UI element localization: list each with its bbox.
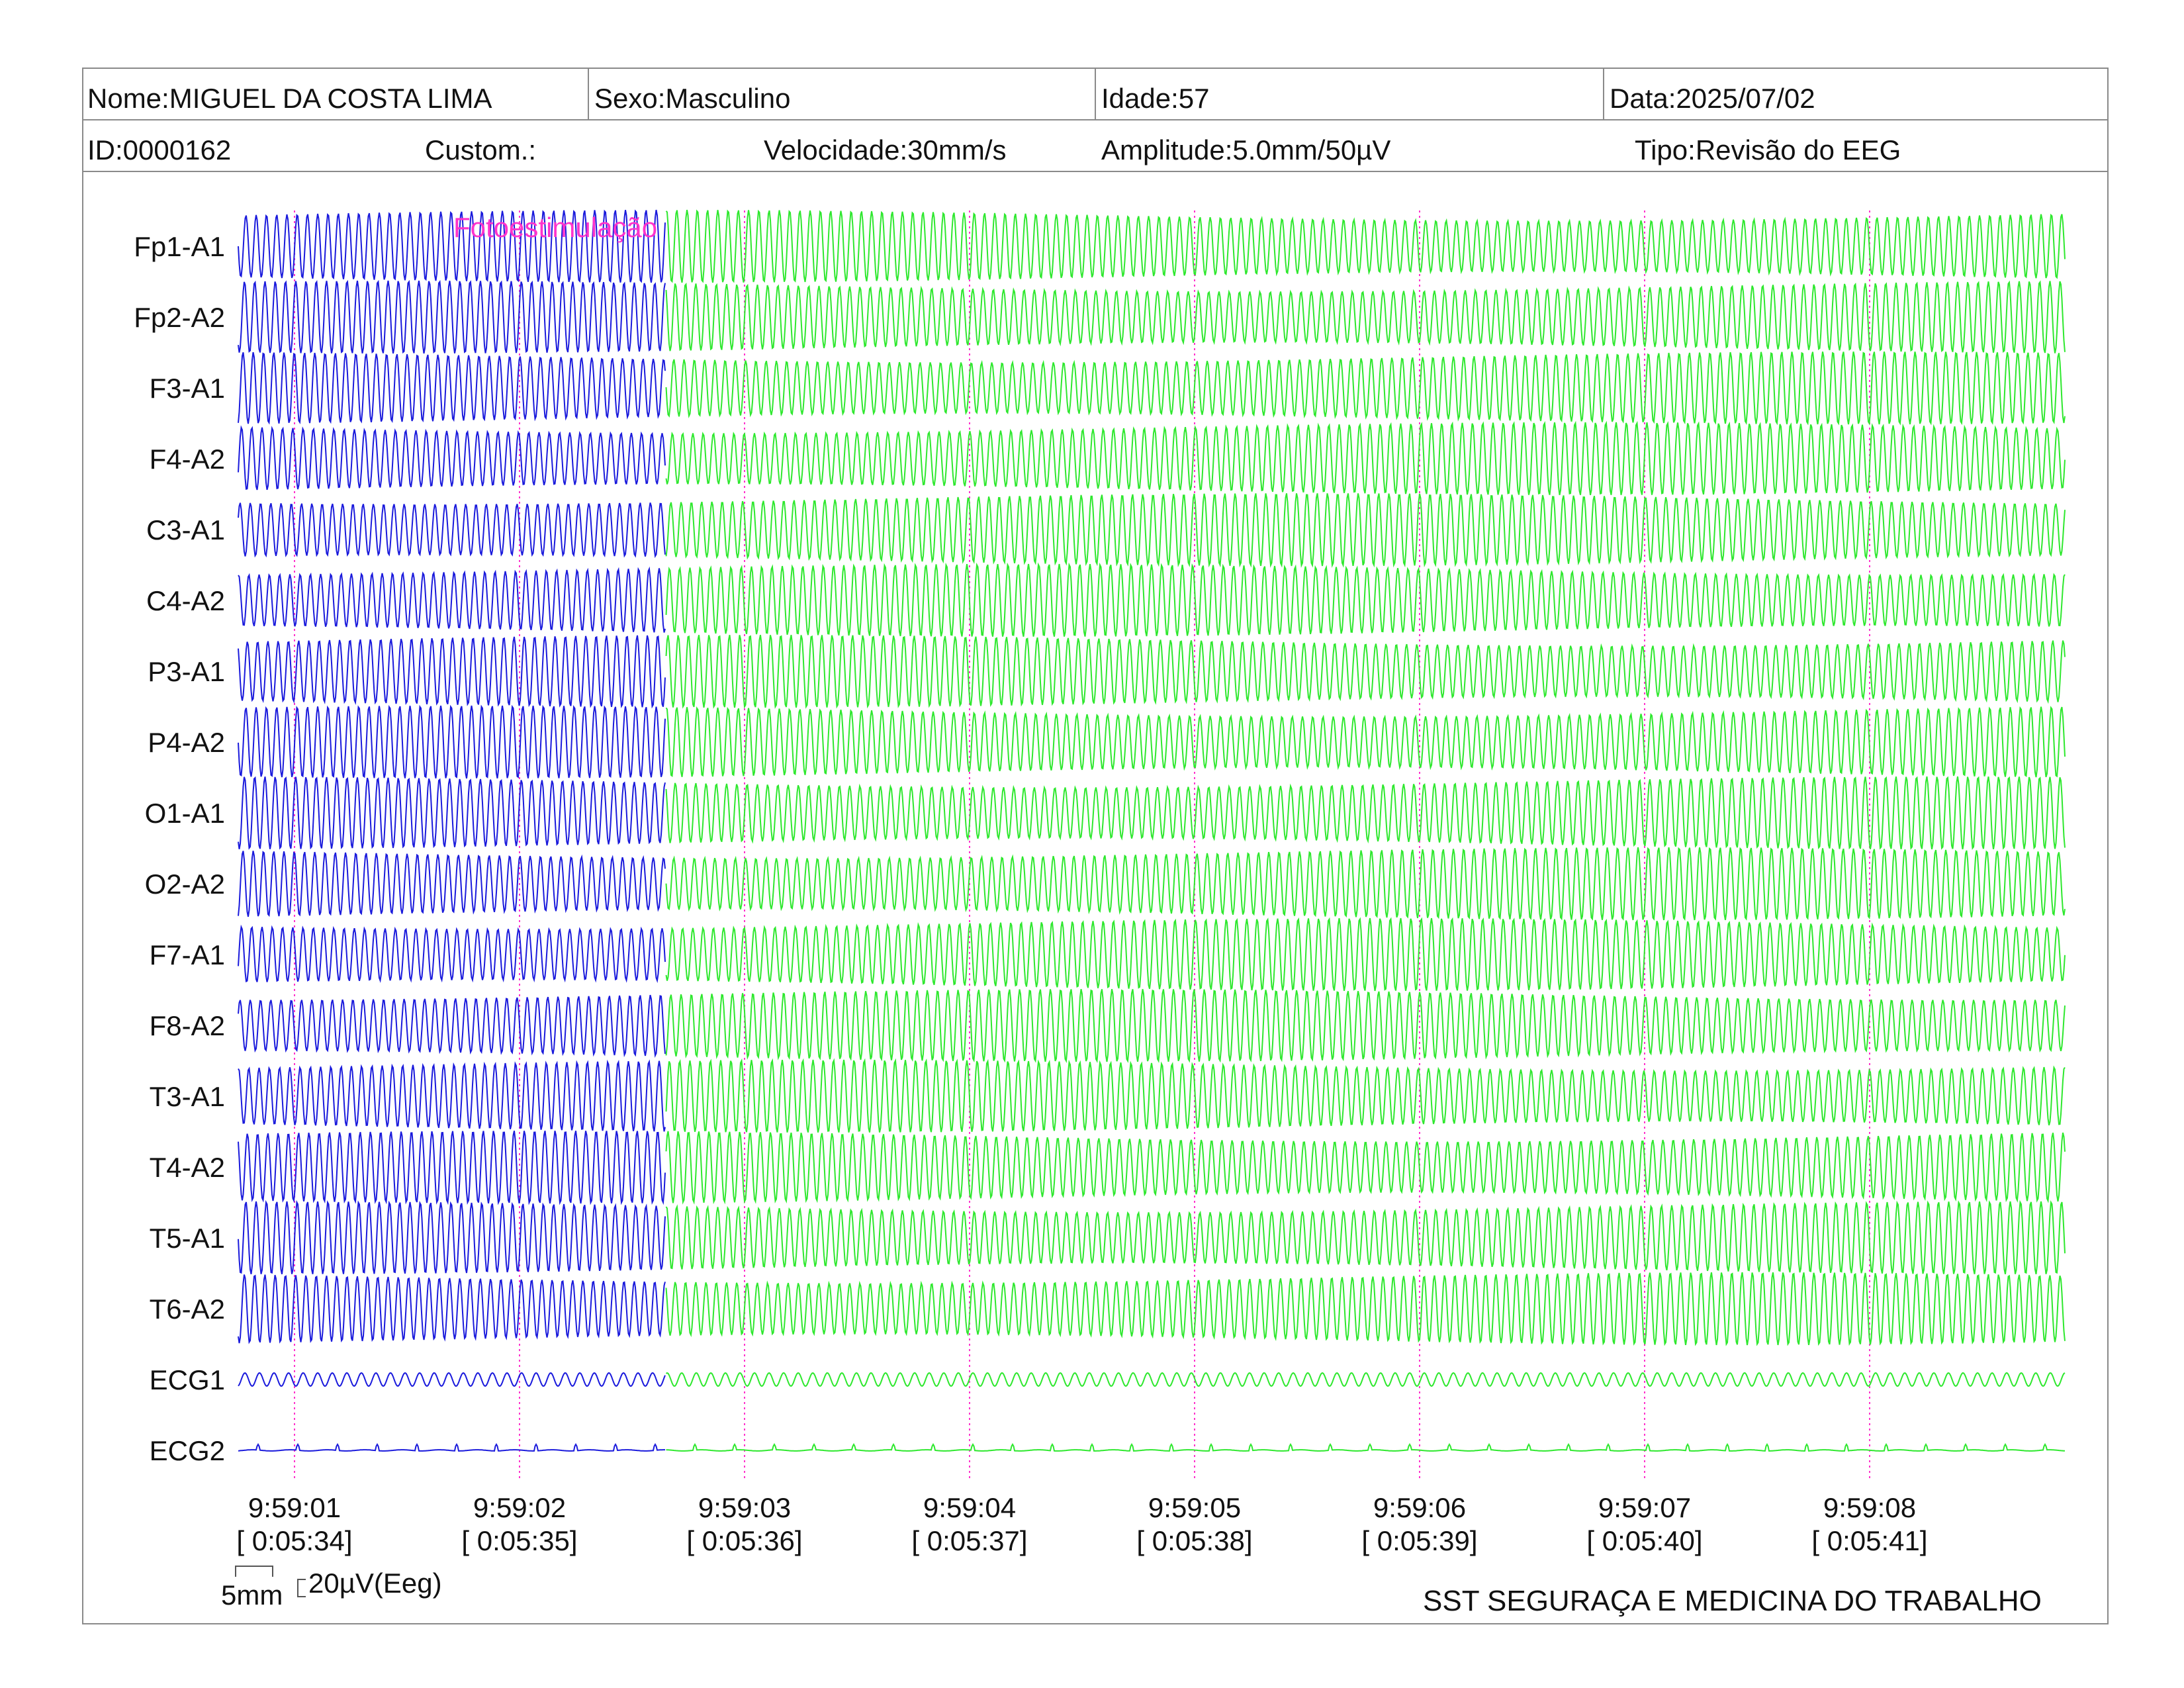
trace-o2-a2-pre-stimulation	[238, 851, 666, 917]
company-footer: SST SEGURAÇA E MEDICINA DO TRABALHO	[1423, 1585, 2042, 1617]
trace-c3-a1-post-stimulation	[665, 493, 2066, 568]
trace-p3-a1-post-stimulation	[665, 634, 2066, 709]
speed-setting: Velocidade:30mm/s	[764, 134, 1007, 165]
trace-o1-a1-post-stimulation	[665, 776, 2066, 850]
channel-label: O1-A1	[145, 798, 225, 829]
tick-elapsed-label: [ 0:05:38]	[1136, 1525, 1252, 1556]
tick-elapsed-label: [ 0:05:36]	[686, 1525, 802, 1556]
trace-ecg1-pre-stimulation	[238, 1372, 666, 1387]
tick-elapsed-label: [ 0:05:39]	[1361, 1525, 1477, 1556]
trace-p4-a2-pre-stimulation	[238, 704, 666, 779]
tick-clock-label: 9:59:05	[1148, 1492, 1241, 1523]
tick-elapsed-label: [ 0:05:34]	[236, 1525, 352, 1556]
trace-f8-a2-pre-stimulation	[238, 994, 666, 1058]
time-tick-labels: 9:59:01[ 0:05:34] 9:59:02[ 0:05:35] 9:59:0…	[236, 1492, 1927, 1556]
header-divider	[82, 171, 2109, 172]
channel-label: O2-A2	[145, 868, 225, 900]
trace-t3-a1-pre-stimulation	[238, 1059, 666, 1132]
channel-label: ECG1	[150, 1364, 225, 1395]
channel-label: Fp1-A1	[134, 231, 225, 262]
trace-fp2-a2-pre-stimulation	[238, 279, 666, 354]
channel-label: C3-A1	[146, 514, 225, 545]
trace-fp2-a2-post-stimulation	[665, 280, 2066, 353]
channel-label: F7-A1	[150, 939, 225, 970]
custom-field: Custom.:	[425, 134, 537, 165]
tick-elapsed-label: [ 0:05:41]	[1811, 1525, 1927, 1556]
header-cell-divider	[1095, 68, 1096, 120]
tick-clock-label: 9:59:06	[1373, 1492, 1466, 1523]
trace-f3-a1-post-stimulation	[665, 352, 2066, 426]
tick-clock-label: 9:59:02	[473, 1492, 566, 1523]
channel-label: T3-A1	[150, 1081, 225, 1112]
patient-name: Nome:MIGUEL DA COSTA LIMA	[87, 83, 492, 114]
trace-c4-a2-post-stimulation	[665, 562, 2066, 637]
trace-t5-a1-pre-stimulation	[238, 1199, 666, 1275]
tick-elapsed-label: [ 0:05:35]	[461, 1525, 577, 1556]
channel-label: F8-A2	[150, 1010, 225, 1041]
trace-f3-a1-pre-stimulation	[238, 352, 666, 425]
trace-f8-a2-post-stimulation	[665, 988, 2066, 1064]
trace-t4-a2-post-stimulation	[665, 1131, 2066, 1205]
trace-t3-a1-post-stimulation	[665, 1058, 2066, 1133]
channel-label: Fp2-A2	[134, 302, 225, 333]
trace-ecg2-pre-stimulation	[238, 1442, 665, 1452]
trace-c4-a2-pre-stimulation	[238, 566, 666, 633]
channel-label: T4-A2	[150, 1152, 225, 1183]
amplitude-scale-label: 20µV(Eeg)	[308, 1568, 442, 1599]
trace-fp1-a1-pre-stimulation	[238, 209, 666, 283]
exam-type: Tipo:Revisão do EEG	[1635, 134, 1901, 165]
time-scale-bracket	[235, 1566, 273, 1577]
amplitude-setting: Amplitude:5.0mm/50µV	[1101, 134, 1391, 165]
tick-elapsed-label: [ 0:05:40]	[1586, 1525, 1702, 1556]
eeg-traces	[238, 209, 2066, 1452]
trace-t6-a2-post-stimulation	[665, 1272, 2066, 1346]
trace-o1-a1-pre-stimulation	[238, 776, 666, 850]
trace-f4-a2-pre-stimulation	[238, 425, 666, 491]
amplitude-scale-bracket	[297, 1579, 306, 1597]
trace-f7-a1-pre-stimulation	[238, 924, 666, 984]
channel-label: P3-A1	[148, 656, 225, 687]
patient-age: Idade:57	[1101, 83, 1210, 114]
tick-clock-label: 9:59:07	[1598, 1492, 1691, 1523]
header-cell-divider	[588, 68, 589, 120]
trace-ecg2-post-stimulation	[666, 1442, 2066, 1452]
channel-label: C4-A2	[146, 585, 225, 616]
trace-t5-a1-post-stimulation	[665, 1199, 2066, 1275]
channel-label: F4-A2	[150, 444, 225, 475]
tick-clock-label: 9:59:01	[248, 1492, 341, 1523]
tick-clock-label: 9:59:03	[698, 1492, 791, 1523]
channel-label: P4-A2	[148, 727, 225, 758]
trace-t4-a2-pre-stimulation	[238, 1131, 666, 1205]
tick-clock-label: 9:59:04	[923, 1492, 1016, 1523]
photic-stimulation-label: Fotoestimulação	[453, 212, 657, 243]
trace-p4-a2-post-stimulation	[665, 706, 2066, 778]
trace-c3-a1-pre-stimulation	[238, 502, 666, 559]
channel-label: ECG2	[150, 1435, 225, 1466]
channel-label: T6-A2	[150, 1293, 225, 1325]
trace-t6-a2-pre-stimulation	[238, 1274, 666, 1344]
trace-o2-a2-post-stimulation	[665, 847, 2066, 921]
patient-id: ID:0000162	[87, 134, 232, 165]
channel-label: T5-A1	[150, 1223, 225, 1254]
time-scale-label: 5mm	[221, 1579, 283, 1611]
header-cell-divider	[1603, 68, 1604, 120]
trace-f4-a2-post-stimulation	[665, 420, 2066, 496]
trace-fp1-a1-post-stimulation	[665, 209, 2066, 283]
channel-labels: Fp1-A1 Fp2-A2 F3-A1 F4-A2 C3-A1 C4-A2 P3-A1 P4-…	[134, 231, 225, 1466]
tick-clock-label: 9:59:08	[1823, 1492, 1916, 1523]
tick-elapsed-label: [ 0:05:37]	[911, 1525, 1027, 1556]
trace-f7-a1-post-stimulation	[665, 917, 2066, 992]
patient-sex: Sexo:Masculino	[594, 83, 791, 114]
exam-date: Data:2025/07/02	[1610, 83, 1815, 114]
trace-p3-a1-pre-stimulation	[238, 635, 666, 709]
channel-label: F3-A1	[150, 373, 225, 404]
trace-ecg1-post-stimulation	[665, 1372, 2066, 1387]
